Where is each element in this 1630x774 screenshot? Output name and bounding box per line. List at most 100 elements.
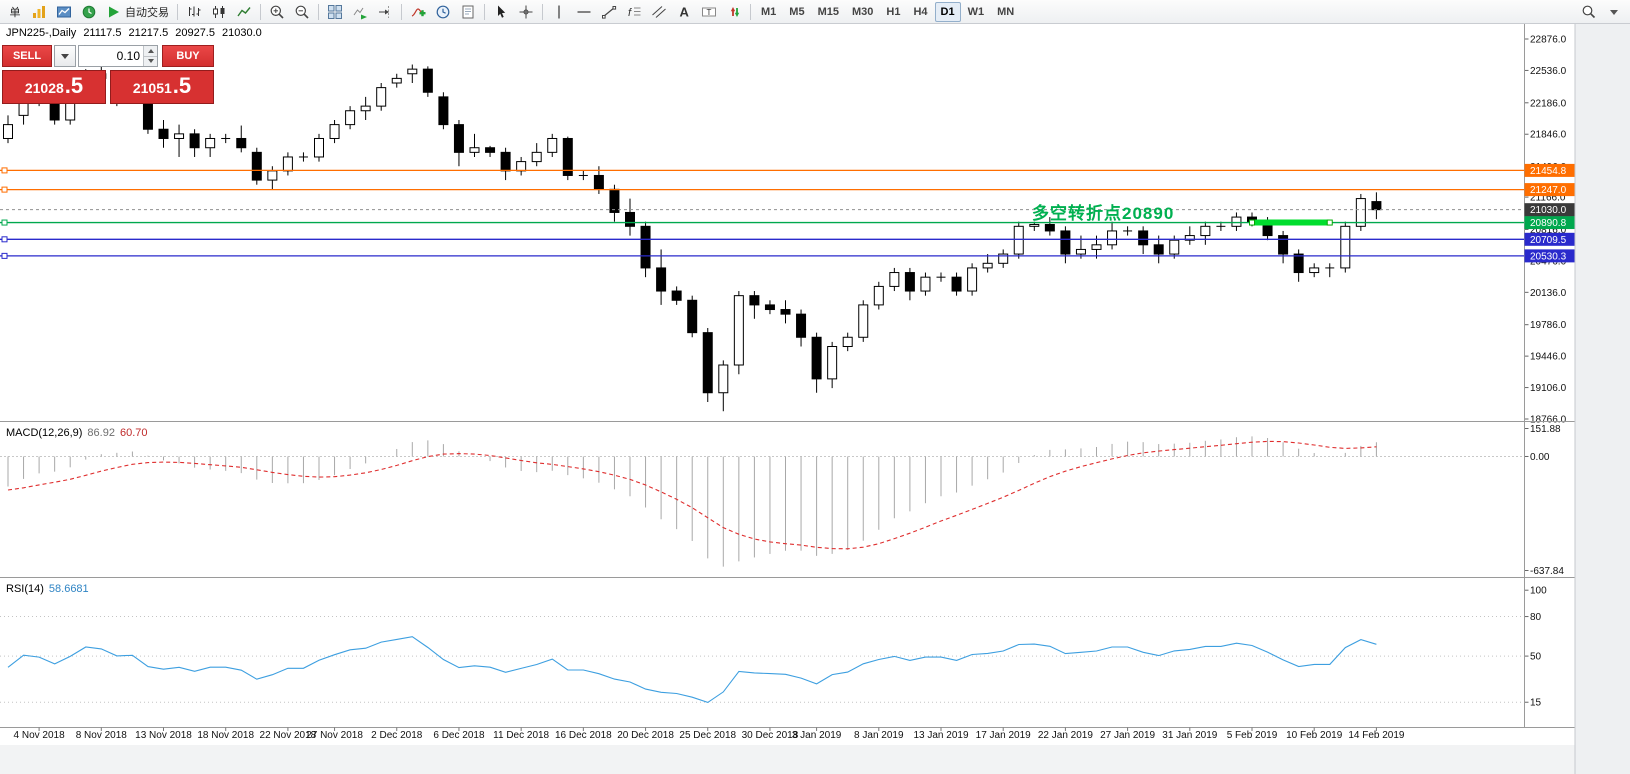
zoom-out-icon — [294, 4, 310, 20]
buy-button[interactable]: BUY — [162, 45, 214, 67]
one-click-trading-panel: SELL BUY 21028 .5 21051 — [2, 45, 214, 104]
chart-text-annotation[interactable]: 多空转折点20890 — [1032, 204, 1175, 223]
label-button[interactable]: T — [697, 1, 721, 22]
chart-shift-button[interactable] — [373, 1, 397, 22]
sell-price-main: 21028 — [24, 80, 64, 96]
macd-pane: 151.88 0.00 -637.84 — [0, 424, 1564, 577]
timeframe-mn[interactable]: MN — [997, 5, 1015, 18]
timeframe-h4[interactable]: H4 — [913, 5, 928, 18]
svg-text:18 Nov 2018: 18 Nov 2018 — [197, 730, 254, 741]
svg-text:11 Dec 2018: 11 Dec 2018 — [493, 730, 549, 741]
templates-button[interactable] — [456, 1, 480, 22]
new-order-button[interactable]: 单 — [4, 1, 26, 22]
order-settings-dropdown[interactable] — [54, 45, 76, 67]
svg-text:19446.0: 19446.0 — [1530, 352, 1567, 363]
zoom-out-button[interactable] — [290, 1, 314, 22]
svg-text:21247.0: 21247.0 — [1530, 185, 1567, 196]
trendline-icon — [601, 4, 617, 20]
channel-button[interactable] — [647, 1, 671, 22]
right-strip — [1574, 24, 1630, 774]
svg-text:151.88: 151.88 — [1530, 424, 1561, 435]
volume-increase-button[interactable] — [144, 46, 157, 57]
autotrading-button-label: 自动交易 — [125, 6, 169, 19]
svg-text:80: 80 — [1530, 612, 1542, 623]
svg-text:20 Dec 2018: 20 Dec 2018 — [617, 730, 674, 741]
svg-text:0.00: 0.00 — [1530, 452, 1550, 463]
timeframe-h1[interactable]: H1 — [886, 5, 901, 18]
profiles-button[interactable] — [27, 1, 51, 22]
market-watch-button[interactable] — [77, 1, 101, 22]
new-chart-button[interactable] — [52, 1, 76, 22]
tile-windows-button[interactable] — [323, 1, 347, 22]
trendline-button[interactable] — [597, 1, 621, 22]
sell-price-pips: .5 — [64, 73, 84, 98]
bar-chart-button[interactable] — [182, 1, 206, 22]
search-button[interactable] — [1577, 1, 1601, 22]
horizontal-line-objects[interactable] — [0, 167, 1525, 259]
market-watch-icon — [81, 4, 97, 20]
search-caret-button[interactable] — [1602, 1, 1626, 22]
auto-scroll-button[interactable] — [348, 1, 372, 22]
svg-text:21166.0: 21166.0 — [1530, 193, 1566, 204]
svg-text:13 Jan 2019: 13 Jan 2019 — [913, 730, 968, 741]
sell-price-display[interactable]: 21028 .5 — [2, 70, 106, 104]
volume-decrease-button[interactable] — [144, 56, 157, 66]
indicators-button[interactable] — [406, 1, 430, 22]
vertical-line-button[interactable] — [547, 1, 571, 22]
symbol-period-label: JPN225-,Daily — [6, 27, 77, 39]
line-chart-icon — [236, 4, 252, 20]
svg-text:5 Feb 2019: 5 Feb 2019 — [1227, 730, 1278, 741]
line-chart-button[interactable] — [232, 1, 256, 22]
high-value: 21217.5 — [128, 27, 169, 39]
timeframe-m1[interactable]: M1 — [761, 5, 777, 18]
rsi-pane: 100 80 50 15 — [0, 586, 1547, 709]
horizontal-line-button[interactable] — [572, 1, 596, 22]
candlestick-chart-button[interactable] — [207, 1, 231, 22]
channel-icon — [651, 4, 667, 20]
timeframe-d1[interactable]: D1 — [934, 1, 961, 22]
timeframe-m30[interactable]: M30 — [851, 5, 874, 18]
timeframe-m5[interactable]: M5 — [789, 5, 805, 18]
volume-input[interactable] — [79, 46, 143, 66]
svg-text:14 Feb 2019: 14 Feb 2019 — [1348, 730, 1405, 741]
autotrading-button[interactable]: 自动交易 — [102, 1, 173, 22]
auto-scroll-icon — [352, 4, 368, 20]
play-icon — [106, 4, 122, 20]
vertical-line-icon — [551, 4, 567, 20]
svg-text:15: 15 — [1530, 698, 1542, 709]
zoom-in-icon — [269, 4, 285, 20]
toolbar-separator — [177, 3, 178, 20]
fibonacci-button[interactable]: f — [622, 1, 646, 22]
timeframe-w1[interactable]: W1 — [967, 5, 985, 18]
svg-text:22876.0: 22876.0 — [1530, 35, 1567, 46]
text-button[interactable]: A — [672, 1, 696, 22]
crosshair-button[interactable] — [514, 1, 538, 22]
zoom-in-button[interactable] — [265, 1, 289, 22]
sell-button[interactable]: SELL — [2, 45, 52, 67]
new-chart-icon — [56, 4, 72, 20]
svg-text:22536.0: 22536.0 — [1530, 66, 1567, 77]
time-axis[interactable]: 4 Nov 2018 8 Nov 2018 13 Nov 2018 18 Nov 20… — [14, 727, 1405, 742]
arrows-button[interactable] — [722, 1, 746, 22]
svg-text:25 Dec 2018: 25 Dec 2018 — [679, 730, 736, 741]
svg-text:21846.0: 21846.0 — [1530, 130, 1567, 141]
svg-text:30 Dec 2018: 30 Dec 2018 — [742, 730, 799, 741]
pane-separators[interactable] — [0, 24, 1575, 728]
svg-text:50: 50 — [1530, 652, 1542, 663]
highlight-segment[interactable] — [1249, 219, 1333, 226]
buy-price-display[interactable]: 21051 .5 — [110, 70, 214, 104]
toolbar-separator — [542, 3, 543, 20]
crosshair-icon — [518, 4, 534, 20]
svg-text:27 Jan 2019: 27 Jan 2019 — [1100, 730, 1155, 741]
macd-indicator-label: MACD(12,26,9) 86.92 60.70 — [6, 427, 147, 439]
toolbar-separator — [484, 3, 485, 20]
svg-text:4 Nov 2018: 4 Nov 2018 — [14, 730, 66, 741]
dropdown-icon — [1606, 4, 1622, 20]
svg-text:22 Jan 2019: 22 Jan 2019 — [1038, 730, 1093, 741]
chart-canvas[interactable]: 22876.022536.022186.021846.021496.021166… — [0, 24, 1630, 774]
periods-button[interactable] — [431, 1, 455, 22]
timeframe-m15[interactable]: M15 — [817, 5, 839, 18]
svg-text:A: A — [680, 4, 690, 19]
cursor-button[interactable] — [489, 1, 513, 22]
